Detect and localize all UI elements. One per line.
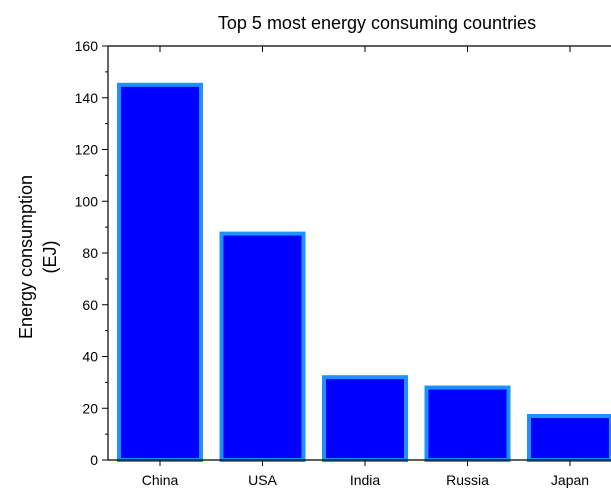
y-tick-label: 60 bbox=[82, 297, 98, 313]
bar-russia bbox=[424, 385, 511, 462]
y-axis-label-line-2: (EJ) bbox=[40, 241, 60, 274]
bar-japan bbox=[527, 414, 611, 463]
bar-china bbox=[117, 82, 203, 462]
x-tick-label: USA bbox=[248, 472, 277, 488]
x-tick-label: China bbox=[142, 472, 179, 488]
y-tick-label: 20 bbox=[82, 400, 98, 416]
bar-india bbox=[322, 375, 408, 463]
y-tick-label: 40 bbox=[82, 349, 98, 365]
x-tick-label: India bbox=[350, 472, 381, 488]
y-tick-label: 160 bbox=[75, 38, 99, 54]
y-tick-label: 80 bbox=[82, 245, 98, 261]
chart-title: Top 5 most energy consuming countries bbox=[218, 13, 536, 33]
y-tick-label: 140 bbox=[75, 90, 99, 106]
y-tick-label: 120 bbox=[75, 142, 99, 158]
y-tick-label: 0 bbox=[90, 452, 98, 468]
bars-group bbox=[117, 82, 611, 463]
y-axis-label-line-1: Energy consumption bbox=[16, 175, 36, 339]
x-tick-label: Russia bbox=[446, 472, 489, 488]
bar-usa bbox=[219, 231, 306, 462]
x-tick-label: Japan bbox=[551, 472, 589, 488]
y-axis-label: Energy consumption (EJ) bbox=[16, 175, 60, 339]
y-axis: 0 20 40 60 80 100 120 140 160 bbox=[75, 38, 109, 468]
y-tick-label: 100 bbox=[75, 193, 99, 209]
x-axis: China USA India Russia Japan bbox=[108, 45, 611, 488]
